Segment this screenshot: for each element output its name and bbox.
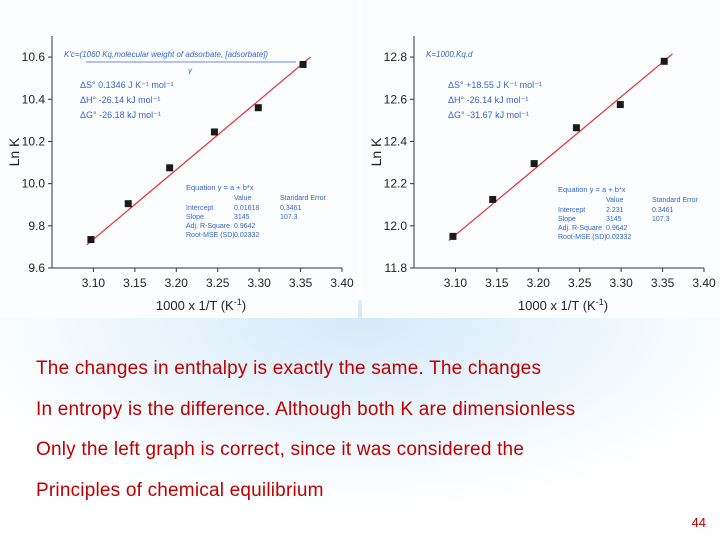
left-fit-line	[86, 56, 311, 246]
right-data-point	[660, 57, 668, 65]
right-fit-table-cell: Intercept	[558, 207, 585, 214]
right-y-tick-label: 12.6	[384, 92, 408, 106]
right-x-tick-label: 3.25	[568, 276, 592, 290]
right-fit-table-cell: Slope	[558, 216, 576, 223]
right-x-tick-label: 3.15	[485, 276, 509, 290]
left-y-tick-label: 10.2	[22, 134, 46, 148]
left-fit-table-cell: Root-MSE (SD)	[186, 232, 235, 239]
right-x-tick-label: 3.20	[527, 276, 551, 290]
left-chart-background	[0, 0, 358, 318]
left-fit-table-header: Standard Error	[280, 195, 327, 202]
left-fit-table-cell: 107.3	[280, 214, 298, 221]
left-y-tick-label: 9.6	[28, 261, 45, 275]
right-data-point	[530, 160, 538, 168]
slide-text-line-1: The changes in enthalpy is exactly the s…	[36, 358, 542, 379]
left-thermo-line: ΔG° -26.18 kJ mol⁻¹	[80, 110, 161, 120]
right-y-tick-label: 12.0	[384, 219, 408, 233]
right-fit-table-cell: 0.3461	[652, 207, 674, 214]
right-fit-table-header: Value	[606, 197, 623, 204]
left-fit-table-cell: 0.9642	[234, 223, 256, 230]
left-formula-text: K'c=(1060 Kq,molecular weight of adsorba…	[64, 50, 268, 59]
right-x-tick-label: 3.40	[692, 276, 716, 290]
left-fit-table-title: Equation y = a + b*x	[186, 183, 254, 192]
left-x-tick-label: 3.25	[206, 276, 230, 290]
left-data-point	[210, 128, 218, 136]
left-fit-table-cell: 0.01618	[234, 205, 259, 212]
left-fit-table-header: Value	[234, 195, 251, 202]
slide-text-line-3: Only the left graph is correct, since it…	[36, 439, 525, 460]
left-fit-table-cell: Intercept	[186, 205, 213, 212]
right-fit-table-cell: 3145	[606, 216, 622, 223]
right-data-point	[489, 195, 497, 203]
right-x-tick-label: 3.30	[609, 276, 633, 290]
left-x-axis-label: 1000 x 1/T (K-1)	[156, 297, 246, 313]
left-x-tick-label: 3.40	[330, 276, 354, 290]
right-thermo-line: ΔS° +18.55 J K⁻¹ mol⁻¹	[448, 80, 542, 90]
right-fit-table-cell: Adj. R-Square	[558, 225, 602, 232]
right-data-point	[616, 101, 624, 109]
left-fit-table-cell: 3145	[234, 214, 250, 221]
right-fit-table-cell: Root-MSE (SD)	[558, 234, 607, 241]
left-thermo-line: ΔS° 0.1346 J K⁻¹ mol⁻¹	[80, 80, 174, 90]
right-data-point	[572, 124, 580, 132]
right-x-axis-label: 1000 x 1/T (K-1)	[518, 297, 608, 313]
left-y-tick-label: 10.0	[22, 177, 46, 191]
right-y-tick-label: 11.8	[385, 261, 408, 275]
right-fit-table-header: Standard Error	[652, 197, 699, 204]
right-fit-table-cell: 0.02332	[606, 234, 631, 241]
slide-background-glow	[0, 300, 720, 540]
right-fit-table-cell: 0.9642	[606, 225, 628, 232]
chart-left: 3.10 3.15 3.20 3.25 3.30 3.35 3.40 9.6 9.8 10.0 10…	[0, 0, 358, 318]
left-fit-table-cell: 0.02332	[234, 232, 259, 239]
left-x-tick-label: 3.35	[289, 276, 313, 290]
left-fit-table-cell: Slope	[186, 214, 204, 221]
right-fit-table-cell: 2.231	[606, 207, 624, 214]
page-number: 44	[691, 515, 706, 530]
right-thermo-line: ΔH° -26.14 kJ mol⁻¹	[448, 95, 528, 105]
right-fit-table-cell: 107.3	[652, 216, 670, 223]
left-x-tick-label: 3.15	[123, 276, 147, 290]
left-x-tick-label: 3.10	[82, 276, 106, 290]
left-y-tick-label: 10.6	[22, 50, 46, 64]
right-data-point	[449, 232, 457, 240]
left-x-tick-label: 3.30	[247, 276, 271, 290]
right-x-tick-label: 3.10	[444, 276, 468, 290]
left-fit-table-cell: 0.3461	[280, 205, 302, 212]
left-data-point	[87, 236, 95, 244]
right-y-tick-label: 12.4	[384, 134, 408, 148]
right-fit-line	[448, 53, 673, 242]
left-y-axis-label: Ln K	[6, 137, 22, 166]
left-data-point	[254, 104, 262, 112]
right-fit-table-title: Equation y = a + b*x	[558, 185, 626, 194]
right-y-tick-label: 12.8	[384, 50, 408, 64]
right-y-tick-label: 12.2	[384, 177, 408, 191]
slide-text-line-4: Principles of chemical equilibrium	[36, 480, 324, 501]
left-y-tick-label: 9.8	[28, 219, 45, 233]
left-fit-table-cell: Adj. R-Square	[186, 223, 230, 230]
left-data-point	[166, 164, 174, 172]
chart-right: 3.10 3.15 3.20 3.25 3.30 3.35 3.40 11.8 12.0 12.2…	[362, 0, 720, 318]
right-chart-background	[362, 0, 720, 318]
right-x-tick-label: 3.35	[651, 276, 675, 290]
left-thermo-line: ΔH° -26.14 kJ mol⁻¹	[80, 95, 160, 105]
left-data-point	[124, 200, 132, 208]
left-y-tick-label: 10.4	[22, 92, 46, 106]
right-thermo-line: ΔG° -31.67 kJ mol⁻¹	[448, 110, 529, 120]
left-formula-denominator: γ	[188, 66, 193, 75]
right-formula-text: K=1000.Kq.d	[426, 50, 473, 59]
right-y-axis-label: Ln K	[368, 137, 384, 166]
left-x-tick-label: 3.20	[165, 276, 189, 290]
left-data-point	[299, 60, 307, 68]
slide-text-line-2: In entropy is the difference. Although b…	[36, 399, 576, 420]
